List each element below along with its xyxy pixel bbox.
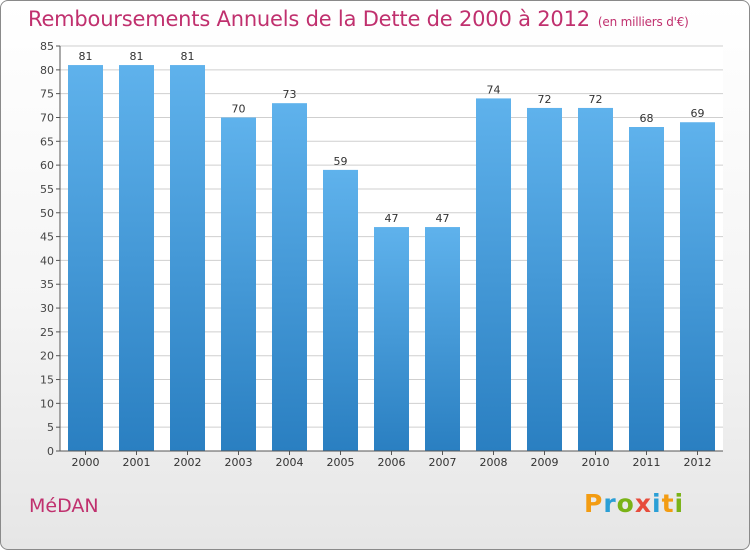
y-tick-label: 55: [40, 183, 54, 196]
y-tick-label: 40: [40, 254, 54, 267]
bar-data-label: 47: [436, 212, 450, 225]
bar-data-label: 81: [130, 50, 144, 63]
logo-letter: t: [661, 489, 675, 518]
y-tick-label: 10: [40, 397, 54, 410]
x-tick-label: 2005: [327, 456, 355, 469]
bar: [476, 98, 511, 451]
y-tick-label: 60: [40, 159, 54, 172]
y-tick-label: 65: [40, 135, 54, 148]
y-tick-label: 0: [47, 445, 54, 458]
bar: [527, 107, 562, 452]
logo-letter: x: [634, 489, 652, 518]
y-tick-label: 35: [40, 278, 54, 291]
bar: [578, 107, 613, 452]
bar-data-label: 47: [385, 212, 399, 225]
bar: [221, 117, 256, 452]
bar: [323, 169, 358, 451]
bar-data-label: 68: [640, 112, 654, 125]
bar-data-label: 73: [283, 88, 297, 101]
y-tick-label: 85: [40, 40, 54, 53]
x-tick-label: 2007: [429, 456, 457, 469]
x-tick-label: 2002: [174, 456, 202, 469]
x-tick-label: 2011: [633, 456, 661, 469]
bar-data-label: 69: [691, 107, 705, 120]
y-tick-label: 30: [40, 302, 54, 315]
bar-data-label: 72: [589, 93, 603, 106]
bar: [272, 103, 307, 452]
y-tick-label: 25: [40, 326, 54, 339]
logo-letter: o: [616, 489, 635, 518]
bar-data-label: 72: [538, 93, 552, 106]
x-tick-label: 2008: [480, 456, 508, 469]
bar: [680, 122, 715, 451]
x-tick-label: 2010: [582, 456, 610, 469]
x-tick-label: 2003: [225, 456, 253, 469]
x-tick-label: 2000: [72, 456, 100, 469]
y-tick-label: 75: [40, 88, 54, 101]
y-tick-label: 15: [40, 374, 54, 387]
bar-data-label: 81: [79, 50, 93, 63]
y-tick-label: 50: [40, 207, 54, 220]
x-tick-label: 2009: [531, 456, 559, 469]
x-tick-label: 2004: [276, 456, 304, 469]
bar: [374, 227, 409, 451]
x-tick-label: 2012: [684, 456, 712, 469]
logo-letter: i: [674, 489, 685, 518]
x-tick-label: 2001: [123, 456, 151, 469]
y-tick-label: 45: [40, 231, 54, 244]
proxiti-logo: Proxiti: [584, 489, 684, 518]
y-tick-label: 80: [40, 64, 54, 77]
chart-subtitle: (en milliers d'€): [597, 15, 689, 29]
bar: [170, 65, 205, 451]
bar: [119, 65, 154, 451]
bar: [629, 127, 664, 451]
chart-title: Remboursements Annuels de la Dette de 20…: [28, 7, 689, 31]
y-tick-label: 20: [40, 350, 54, 363]
logo-letter: P: [584, 489, 604, 518]
bar-data-label: 70: [232, 102, 246, 115]
logo-letter: r: [603, 489, 617, 518]
bar-data-label: 81: [181, 50, 195, 63]
bar-data-label: 74: [487, 83, 501, 96]
commune-name: MéDAN: [29, 495, 99, 517]
bar: [68, 65, 103, 451]
bar-data-label: 59: [334, 155, 348, 168]
logo-letter: i: [652, 489, 662, 518]
x-tick-label: 2006: [378, 456, 406, 469]
y-tick-label: 70: [40, 111, 54, 124]
bar: [425, 227, 460, 451]
y-tick-label: 5: [47, 421, 54, 434]
